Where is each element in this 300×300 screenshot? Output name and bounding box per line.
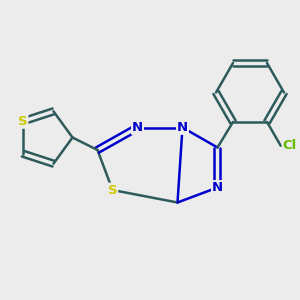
Text: Cl: Cl [283,139,297,152]
Text: N: N [177,121,188,134]
Text: N: N [212,181,223,194]
Text: S: S [108,184,117,196]
Text: N: N [132,121,143,134]
Text: S: S [18,115,28,128]
